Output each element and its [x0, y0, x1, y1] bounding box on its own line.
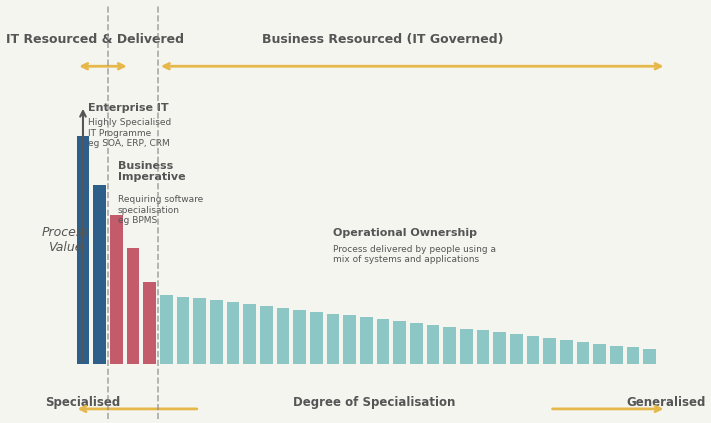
- Bar: [543, 338, 556, 364]
- Bar: [410, 323, 422, 364]
- Bar: [577, 342, 589, 364]
- Bar: [93, 185, 106, 364]
- Bar: [160, 295, 173, 364]
- Bar: [343, 316, 356, 364]
- Bar: [377, 319, 390, 364]
- Bar: [610, 346, 623, 364]
- Bar: [493, 332, 506, 364]
- Text: Degree of Specialisation: Degree of Specialisation: [294, 396, 456, 409]
- Bar: [327, 313, 339, 364]
- Bar: [444, 327, 456, 364]
- Bar: [294, 310, 306, 364]
- Text: Requiring software
specialisation
eg BPMS: Requiring software specialisation eg BPM…: [118, 195, 203, 225]
- Bar: [510, 334, 523, 364]
- Bar: [193, 299, 206, 364]
- Text: Highly Specialised
IT Programme
eg SOA, ERP, CRM: Highly Specialised IT Programme eg SOA, …: [88, 118, 171, 148]
- Bar: [310, 312, 323, 364]
- Bar: [127, 247, 139, 364]
- Bar: [260, 306, 272, 364]
- Bar: [243, 304, 256, 364]
- Text: Business Resourced (IT Governed): Business Resourced (IT Governed): [262, 33, 504, 47]
- Text: IT Resourced & Delivered: IT Resourced & Delivered: [6, 33, 184, 47]
- Bar: [594, 343, 606, 364]
- Text: Process
Value: Process Value: [41, 226, 90, 254]
- Text: Process delivered by people using a
mix of systems and applications: Process delivered by people using a mix …: [333, 245, 496, 264]
- Bar: [210, 300, 223, 364]
- Bar: [560, 340, 572, 364]
- Text: Operational Ownership: Operational Ownership: [333, 228, 477, 238]
- Bar: [643, 349, 656, 364]
- Text: Generalised: Generalised: [626, 396, 706, 409]
- Bar: [277, 308, 289, 364]
- Bar: [477, 330, 489, 364]
- Bar: [460, 329, 473, 364]
- Bar: [77, 136, 89, 364]
- Text: Enterprise IT: Enterprise IT: [88, 103, 169, 113]
- Bar: [360, 317, 373, 364]
- Bar: [227, 302, 239, 364]
- Text: Specialised: Specialised: [46, 396, 121, 409]
- Bar: [627, 347, 639, 364]
- Bar: [527, 336, 540, 364]
- Bar: [144, 282, 156, 364]
- Bar: [110, 215, 122, 364]
- Text: Business
Imperative: Business Imperative: [118, 161, 186, 182]
- Bar: [427, 325, 439, 364]
- Bar: [393, 321, 406, 364]
- Bar: [177, 297, 189, 364]
